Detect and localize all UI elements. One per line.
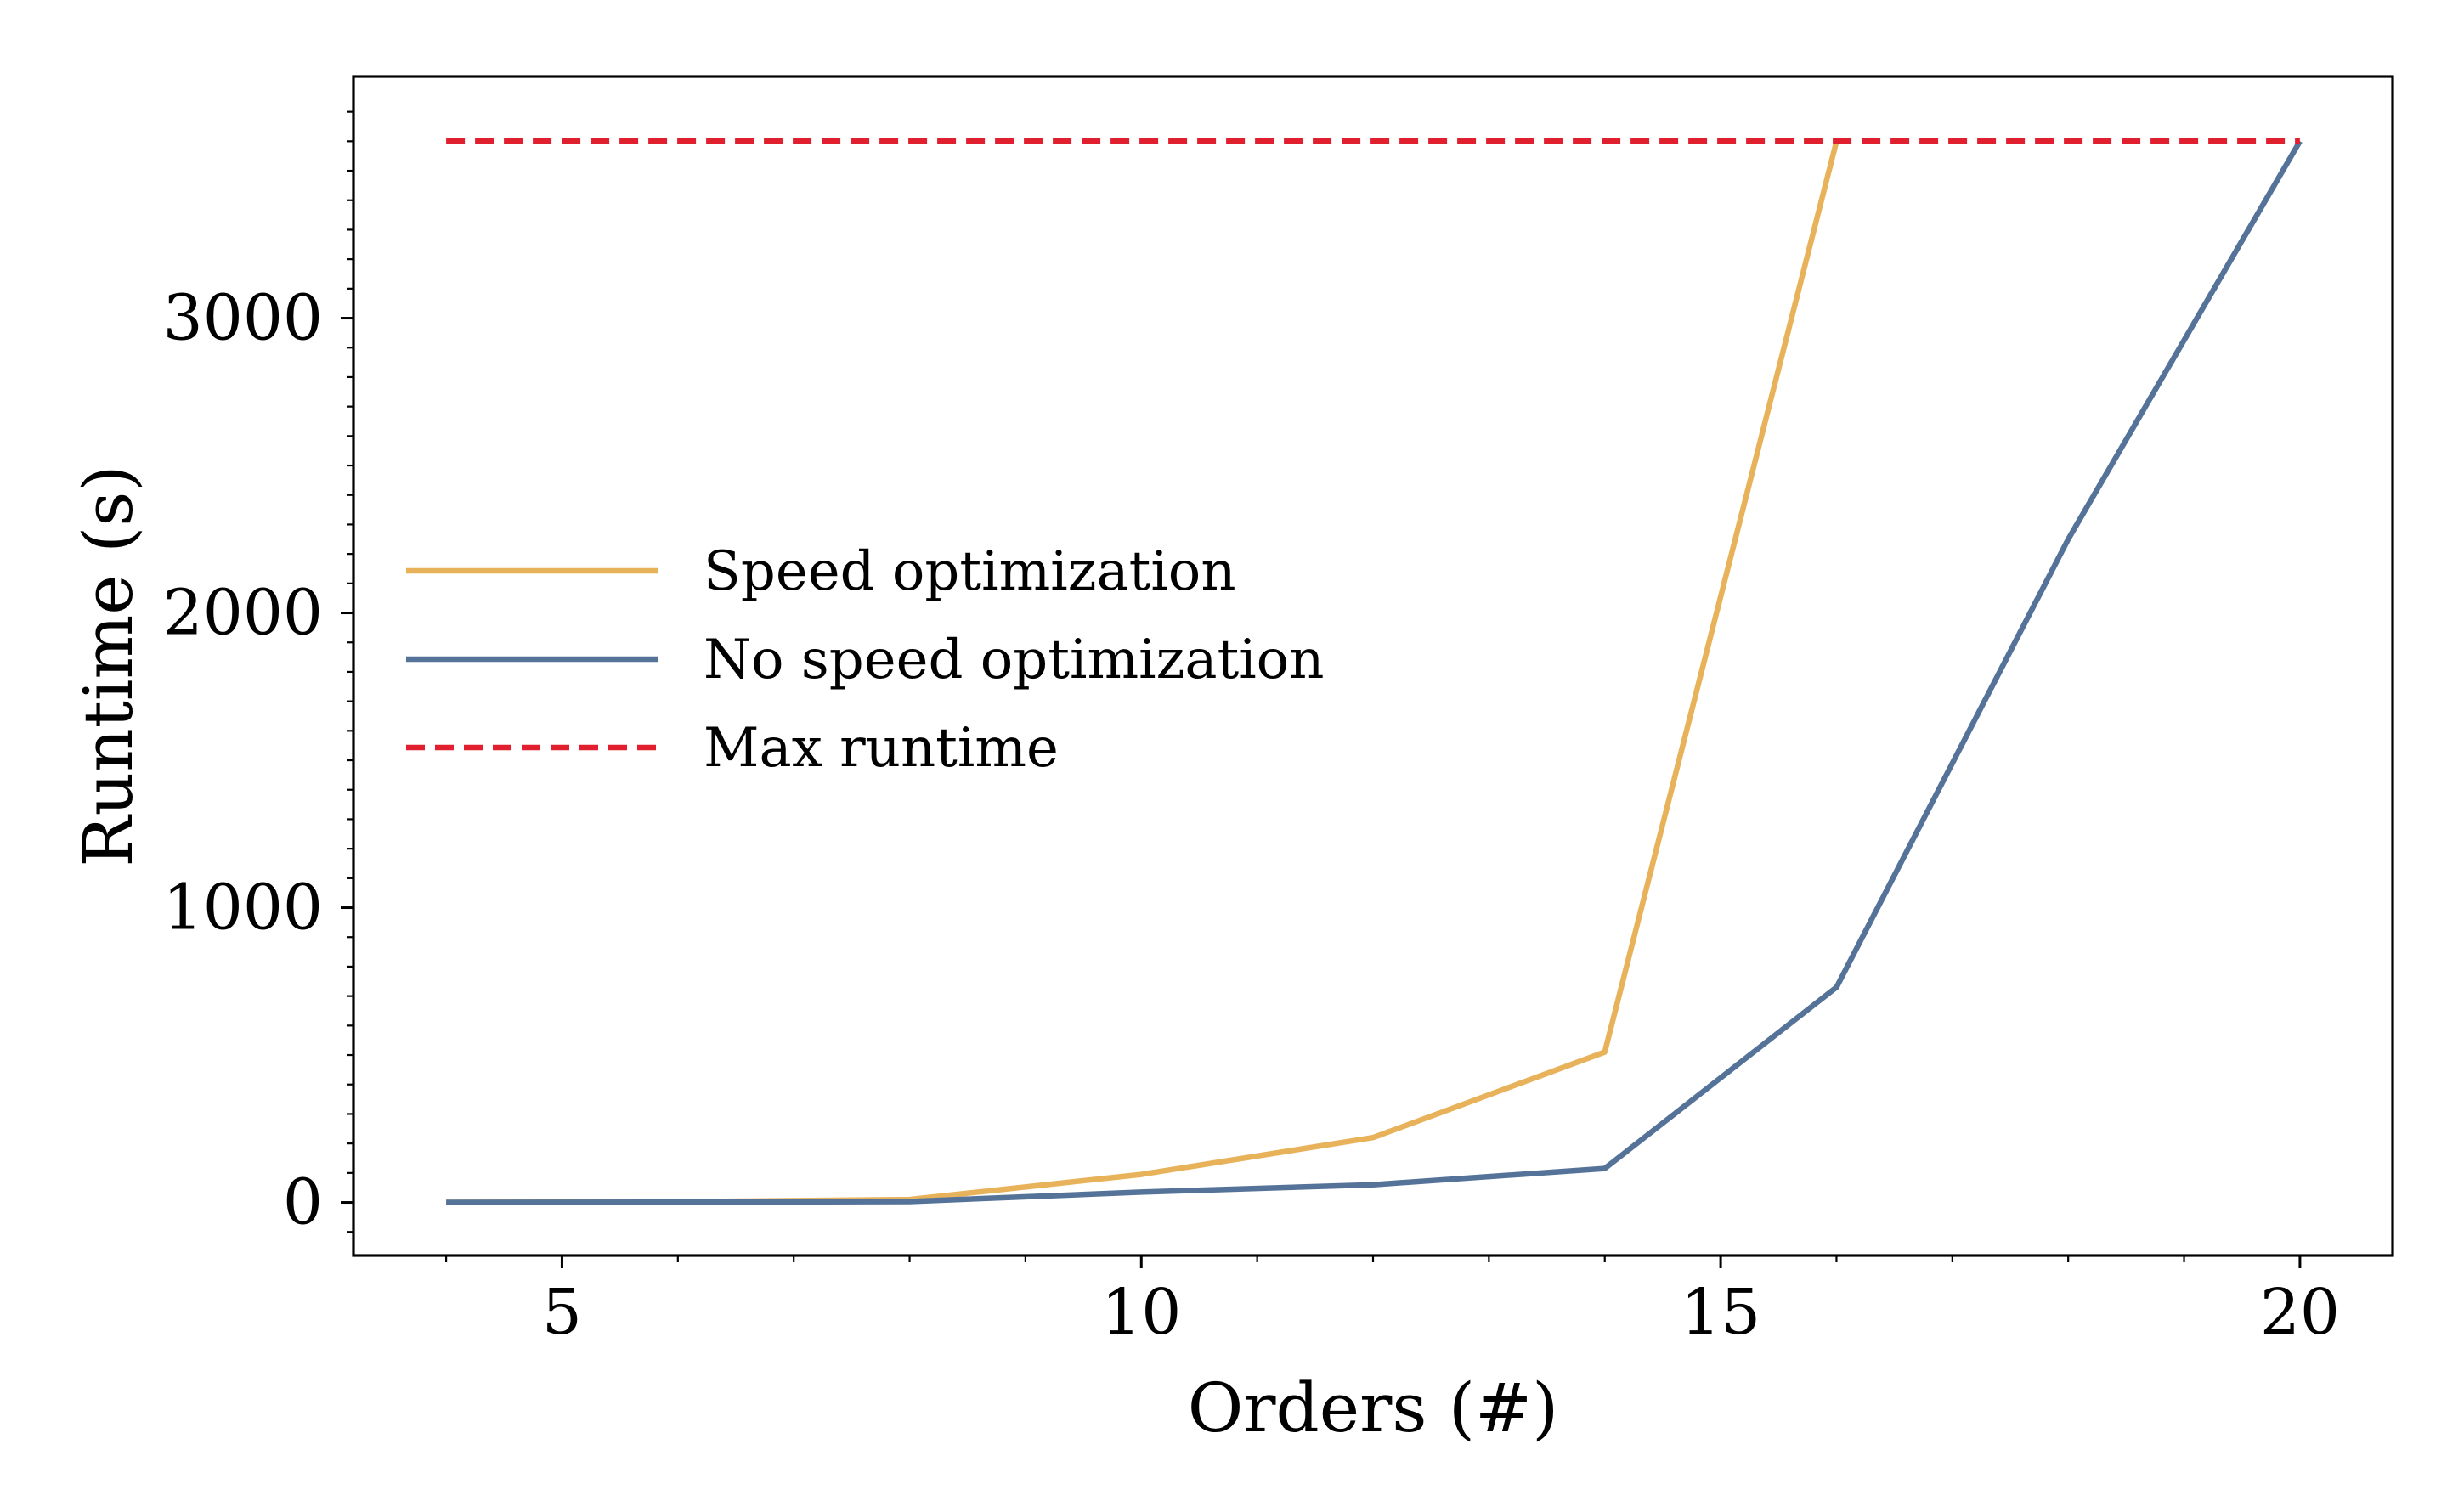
y-tick-label: 3000 — [163, 282, 323, 355]
x-axis: 5 10 15 20 — [444, 1255, 2340, 1349]
legend-label-1: Speed optimization — [704, 540, 1236, 603]
x-tick-label: 15 — [1681, 1276, 1760, 1349]
x-tick-label: 5 — [542, 1276, 582, 1349]
y-tick-label: 0 — [283, 1166, 323, 1239]
legend-label-3: Max runtime — [704, 717, 1059, 780]
legend: Speed optimization No speed optimization M… — [406, 540, 1324, 780]
series-line-2 — [446, 139, 2303, 1205]
legend-label-2: No speed optimization — [704, 629, 1324, 691]
x-tick-label: 10 — [1101, 1276, 1181, 1349]
x-tick-label: 20 — [2260, 1276, 2340, 1349]
series-layer — [446, 138, 2303, 1205]
x-axis-title: Orders (#) — [1188, 1368, 1559, 1447]
y-axis-title: Runtime (s) — [69, 465, 148, 866]
y-tick-label: 2000 — [163, 577, 323, 650]
y-axis: 0 1000 2000 3000 — [163, 110, 353, 1239]
y-tick-label: 1000 — [163, 872, 323, 945]
